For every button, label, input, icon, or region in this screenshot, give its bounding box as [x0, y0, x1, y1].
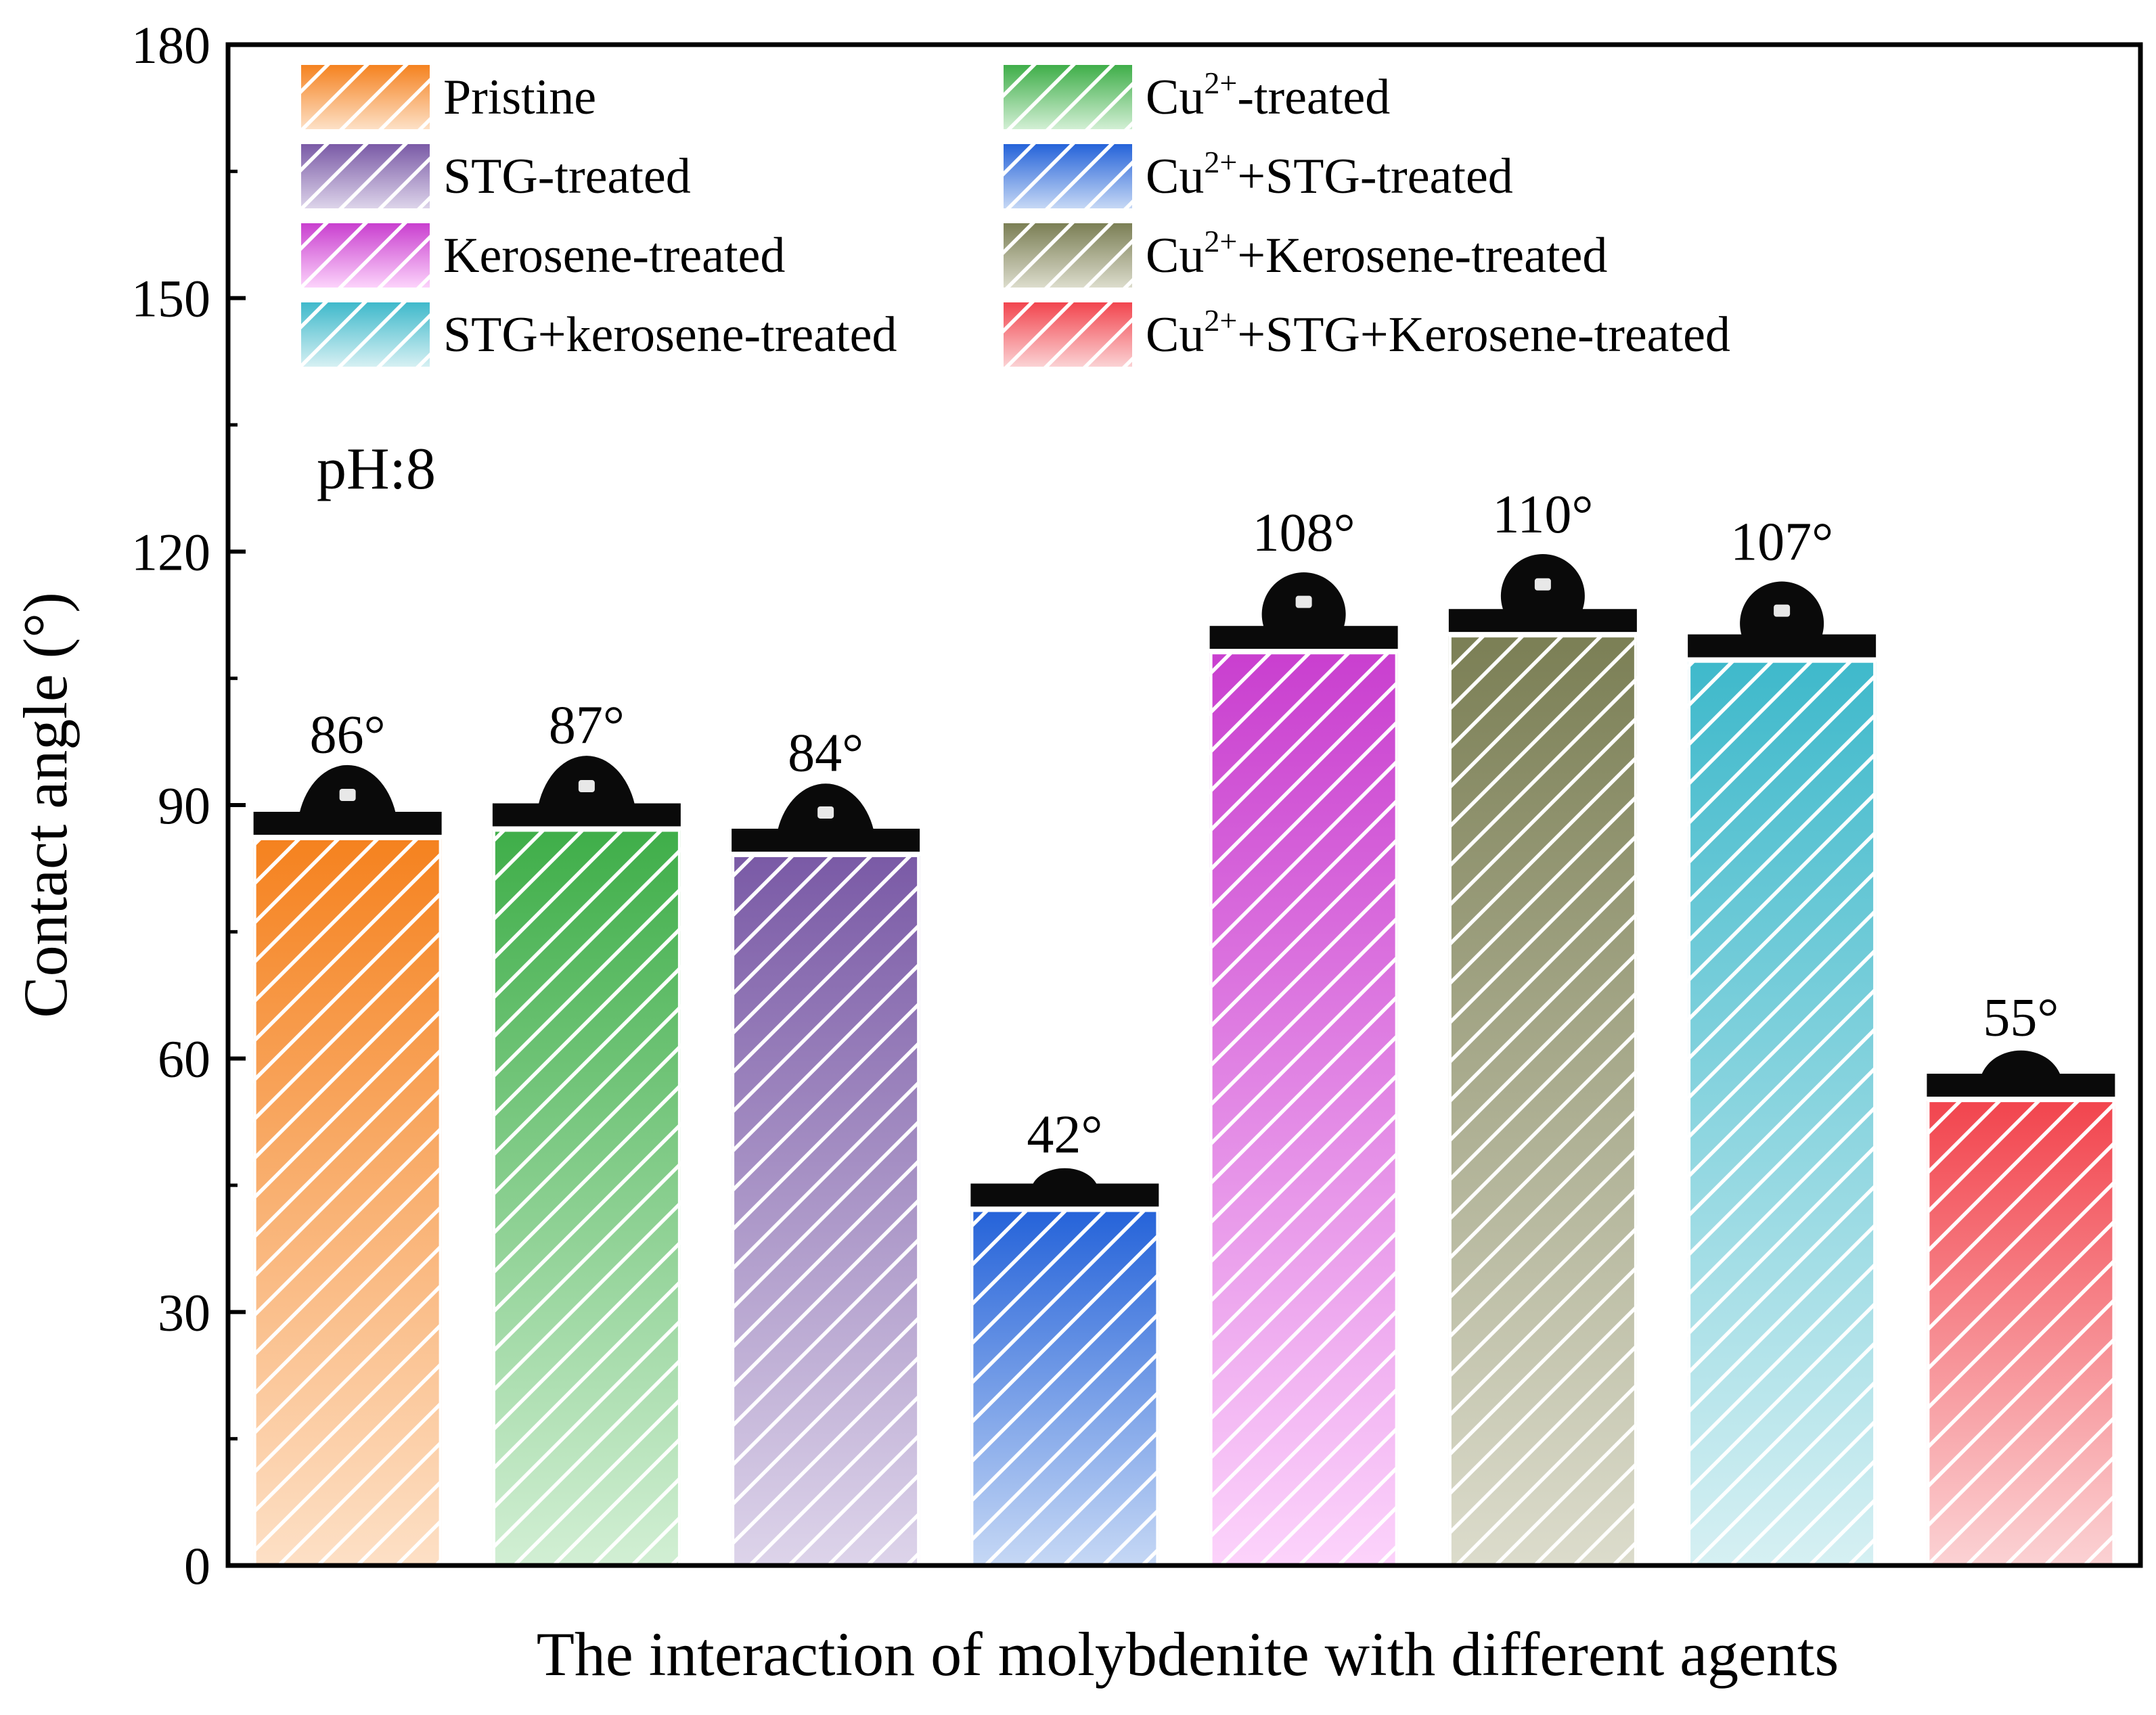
y-tick-label: 90 — [158, 776, 210, 835]
value-label-3: 84° — [788, 723, 863, 783]
bar-hatch-7 — [1688, 661, 1877, 1565]
y-axis: 0 30 60 90 120 150 180 — [131, 16, 246, 1595]
annotation-ph: pH:8 — [317, 436, 436, 502]
legend-item-7: STG+kerosene-treated — [301, 302, 897, 367]
droplet-image-7 — [1688, 581, 1877, 662]
legend-label: STG-treated — [443, 149, 691, 204]
y-tick-label: 150 — [131, 269, 210, 328]
droplet-image-3 — [732, 783, 920, 856]
legend-item-2: Cu2+-treated — [1004, 65, 1390, 129]
legend-item-4: Cu2++STG-treated — [1004, 144, 1513, 208]
value-label-4: 42° — [1027, 1105, 1102, 1165]
value-label-1: 86° — [310, 705, 386, 764]
value-label-8: 55° — [1983, 988, 2059, 1048]
droplet-image-4 — [970, 1168, 1159, 1211]
legend-label: STG+kerosene-treated — [443, 307, 897, 363]
y-tick-label: 30 — [158, 1283, 210, 1342]
bar-hatch-5 — [1209, 653, 1398, 1566]
legend-item-5: Kerosene-treated — [301, 223, 785, 288]
droplet-image-8 — [1927, 1050, 2115, 1101]
y-tick-label: 0 — [184, 1536, 210, 1595]
droplet-image-6 — [1448, 554, 1637, 637]
bar-hatch-8 — [1927, 1101, 2115, 1565]
y-tick-label: 60 — [158, 1030, 210, 1089]
droplet-image-5 — [1209, 572, 1398, 654]
legend-item-6: Cu2++Kerosene-treated — [1004, 223, 1607, 288]
value-labels-group: 86° 87° 84° 42° 108° 110° 107° 55° — [310, 485, 2059, 1165]
legend-item-3: STG-treated — [301, 144, 691, 208]
droplet-image-2 — [492, 756, 681, 831]
legend-label: Cu2++Kerosene-treated — [1146, 224, 1607, 283]
legend-item-1: Pristine — [301, 65, 596, 129]
y-tick-label: 120 — [131, 522, 210, 581]
bar-hatch-3 — [732, 855, 920, 1565]
legend-item-8: Cu2++STG+Kerosene-treated — [1004, 302, 1730, 367]
value-label-7: 107° — [1730, 513, 1833, 572]
legend-label: Cu2++STG-treated — [1146, 145, 1513, 204]
bar-hatch-2 — [492, 830, 681, 1565]
y-tick-label: 180 — [131, 16, 210, 74]
bars-group — [253, 635, 2115, 1568]
legend-label: Kerosene-treated — [443, 228, 785, 283]
x-axis-title: The interaction of molybdenite with diff… — [537, 1620, 1839, 1689]
y-axis-title: Contact angle (°) — [11, 592, 80, 1017]
bar-hatch-6 — [1448, 636, 1637, 1566]
value-label-5: 108° — [1253, 503, 1355, 563]
bar-hatch-4 — [970, 1210, 1159, 1565]
legend-label: Cu2+-treated — [1146, 66, 1390, 125]
value-label-2: 87° — [549, 696, 625, 756]
bar-hatch-1 — [253, 838, 442, 1565]
droplets-group — [253, 554, 2115, 1211]
legend-label: Pristine — [443, 70, 596, 125]
legend-label: Cu2++STG+Kerosene-treated — [1146, 303, 1730, 363]
legend: Pristine Cu2+-treated STG-treated Cu2++STG-… — [301, 65, 1730, 367]
value-label-6: 110° — [1492, 485, 1593, 545]
droplet-image-1 — [253, 764, 442, 839]
